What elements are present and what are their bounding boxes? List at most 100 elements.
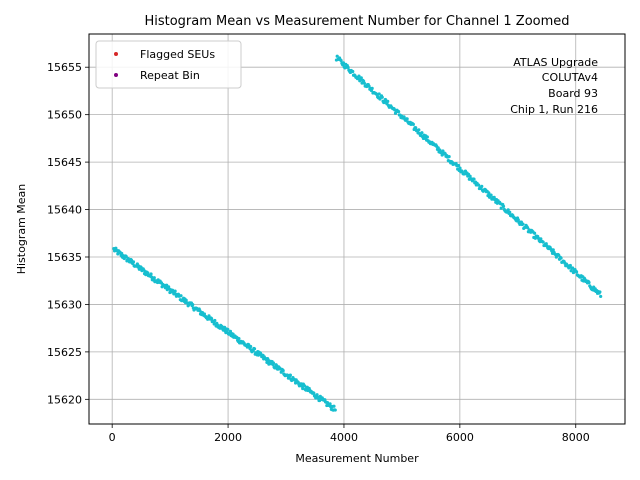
chart-title: Histogram Mean vs Measurement Number for… [144,14,569,29]
data-point [551,248,555,252]
data-point [516,218,520,222]
data-point [332,404,336,408]
data-point [533,231,537,235]
data-point [213,318,217,323]
data-point [149,272,153,276]
legend-box [95,40,242,89]
data-point [226,327,230,332]
data-point [456,163,461,168]
data-point [359,76,363,80]
x-tick-label: 0 [109,431,116,444]
data-point [438,148,442,152]
data-point [489,193,493,197]
data-point [480,184,484,188]
data-point [191,302,195,307]
data-point [173,289,177,293]
data-point [598,290,602,294]
annotation-text: ATLAS Upgrade COLUTAv4 Board 93 Chip 1, … [510,56,598,116]
legend-marker-repeat-bin [114,73,118,77]
data-point [303,384,307,388]
y-tick-label: 15625 [47,346,82,359]
data-point [411,122,415,126]
data-point [346,65,350,69]
data-point [312,391,316,395]
x-axis-label: Measurement Number [295,452,419,465]
y-tick-label: 15645 [47,156,82,169]
data-point [333,408,337,412]
data-point [124,254,128,259]
legend: Flagged SEUs Repeat Bin [95,40,242,89]
y-tick-label: 15640 [47,204,82,217]
data-point [328,402,332,406]
data-point [397,110,401,114]
x-tick-label: 4000 [330,431,358,444]
annotation-line-4: Chip 1, Run 216 [510,103,598,116]
data-point [357,74,361,78]
data-point [405,117,409,121]
data-point [209,316,214,321]
data-point [380,95,384,99]
data-point [458,166,462,170]
data-point [571,266,575,270]
data-point [341,61,346,65]
data-point [574,270,579,274]
data-point [339,58,343,63]
data-point [420,131,424,135]
data-point [599,294,603,299]
data-points [112,54,603,412]
x-tick-label: 6000 [446,431,474,444]
y-tick-label: 15650 [47,109,82,122]
data-point [179,294,183,298]
annotation-line-3: Board 93 [548,87,598,100]
y-tick-label: 15620 [47,393,82,406]
data-point [468,174,472,178]
data-point [146,271,150,275]
data-point [477,183,481,187]
data-point [301,386,305,391]
data-point [237,336,241,341]
data-point [414,126,418,130]
annotation-line-2: COLUTAv4 [542,71,598,84]
data-point [288,373,292,377]
data-point [386,99,390,103]
data-point [335,54,339,58]
data-point [152,276,156,280]
legend-label-repeat-bin: Repeat Bin [140,69,200,82]
y-tick-label: 15630 [47,298,82,311]
x-tick-label: 2000 [214,431,242,444]
y-axis-ticks: 15620 15625 15630 15635 15640 15645 15650 15655 [47,61,89,406]
data-point [252,347,257,351]
x-tick-label: 8000 [562,431,590,444]
data-point [271,361,276,365]
data-point [587,280,591,285]
data-point [425,135,429,139]
data-point [472,177,476,181]
y-axis-label: Histogram Mean [15,184,28,275]
data-point [370,86,374,90]
data-point [521,222,525,226]
data-point [544,242,548,246]
data-point [417,128,421,132]
data-point [508,210,512,214]
data-point [506,208,510,212]
data-point [568,263,572,268]
data-point [377,92,381,96]
data-point [441,149,445,153]
grid [89,34,625,424]
legend-label-flagged-seus: Flagged SEUs [140,48,215,61]
data-point [184,298,188,302]
data-point [569,269,573,273]
data-point [351,69,355,74]
plot-frame [88,33,626,425]
data-point [249,344,253,349]
data-point [539,237,543,241]
data-point [541,240,545,244]
x-axis-ticks: 0 2000 4000 6000 8000 [109,424,590,444]
data-point [499,206,503,210]
data-point [501,204,506,208]
data-point [362,81,367,85]
data-point [447,154,451,159]
y-tick-label: 15655 [47,61,82,74]
legend-marker-flagged-seus [114,52,118,56]
data-point [559,256,563,260]
